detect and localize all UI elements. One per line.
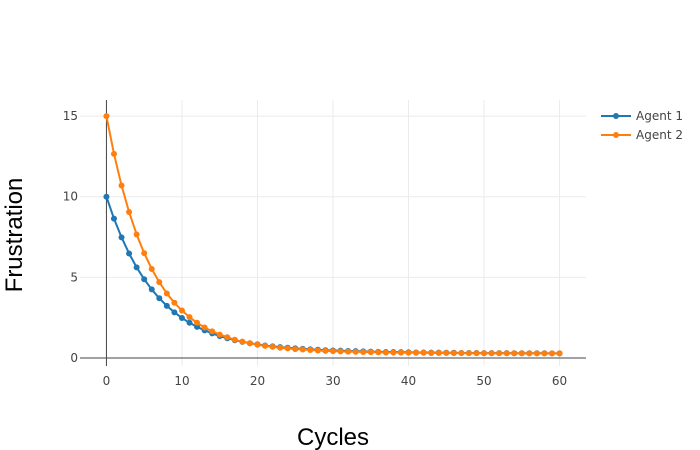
data-point: [171, 299, 178, 306]
legend-label: Agent 1: [636, 109, 683, 123]
data-point: [420, 349, 427, 356]
y-tick-label: 0: [70, 351, 78, 365]
data-point: [178, 314, 185, 321]
data-point: [428, 349, 435, 356]
data-point: [541, 350, 548, 357]
data-point: [254, 341, 261, 348]
data-point: [390, 349, 397, 356]
x-tick-label: 20: [250, 374, 265, 388]
x-tick-label: 40: [401, 374, 416, 388]
data-point: [262, 342, 269, 349]
data-point: [450, 350, 457, 357]
data-point: [171, 309, 178, 316]
data-point: [126, 209, 133, 216]
data-point: [284, 345, 291, 352]
data-point: [481, 350, 488, 357]
data-point: [299, 346, 306, 353]
data-point: [526, 350, 533, 357]
data-point: [397, 349, 404, 356]
data-point: [186, 319, 193, 326]
data-point: [126, 250, 133, 257]
x-tick-label: 0: [103, 374, 111, 388]
data-point: [511, 350, 518, 357]
data-point: [435, 349, 442, 356]
data-point: [292, 346, 299, 353]
data-point: [322, 347, 329, 354]
data-point: [488, 350, 495, 357]
data-point: [103, 113, 110, 120]
data-point: [224, 334, 231, 341]
data-point: [307, 347, 314, 354]
data-point: [413, 349, 420, 356]
legend: Agent 1 Agent 2: [601, 109, 683, 142]
legend-item: Agent 2: [601, 128, 683, 142]
x-tick-label: 10: [174, 374, 189, 388]
data-point: [382, 349, 389, 356]
data-point: [246, 340, 253, 347]
legend-item: Agent 1: [601, 109, 683, 123]
data-point: [194, 319, 201, 326]
data-point: [118, 182, 125, 189]
data-point: [148, 286, 155, 293]
data-point: [133, 264, 140, 271]
data-point: [110, 215, 117, 222]
data-point: [239, 338, 246, 345]
data-point: [496, 350, 503, 357]
data-point: [503, 350, 510, 357]
data-point: [209, 328, 216, 335]
data-point: [337, 348, 344, 355]
data-point: [133, 231, 140, 238]
data-point: [443, 349, 450, 356]
data-point: [405, 349, 412, 356]
data-point: [156, 295, 163, 302]
y-tick-label: 10: [63, 190, 78, 204]
x-tick-label: 60: [552, 374, 567, 388]
series-layer: [103, 113, 563, 357]
data-point: [277, 344, 284, 351]
data-point: [163, 302, 170, 309]
y-tick-label: 15: [63, 109, 78, 123]
data-point: [375, 349, 382, 356]
data-point: [148, 265, 155, 272]
data-point: [473, 350, 480, 357]
data-point: [163, 290, 170, 297]
data-point: [518, 350, 525, 357]
data-point: [345, 348, 352, 355]
data-point: [458, 350, 465, 357]
data-point: [269, 343, 276, 350]
data-point: [156, 279, 163, 286]
data-point: [352, 348, 359, 355]
tick-labels: 0 10 20 30 40 50 60 0 5 10 15: [63, 109, 567, 388]
y-tick-label: 5: [70, 270, 78, 284]
axes: [80, 100, 586, 366]
data-point: [556, 350, 563, 357]
data-point: [367, 349, 374, 356]
data-point: [178, 307, 185, 314]
data-point: [216, 331, 223, 338]
data-point: [330, 348, 336, 355]
y-axis-title: Frustration: [1, 178, 28, 293]
data-point: [103, 193, 110, 200]
data-point: [141, 250, 148, 257]
legend-label: Agent 2: [636, 128, 683, 142]
x-tick-label: 50: [476, 374, 491, 388]
data-point: [118, 234, 125, 241]
data-point: [141, 276, 148, 283]
data-point: [360, 348, 367, 355]
x-tick-label: 30: [325, 374, 340, 388]
data-point: [110, 150, 117, 157]
data-point: [533, 350, 540, 357]
series-2: [103, 113, 563, 357]
data-point: [549, 350, 556, 357]
x-axis-title: Cycles: [297, 424, 369, 450]
grid: [80, 100, 586, 366]
data-point: [231, 336, 238, 343]
data-point: [314, 347, 321, 354]
data-point: [201, 324, 208, 331]
legend-marker: [613, 132, 619, 138]
data-point: [465, 350, 472, 357]
legend-marker: [613, 113, 619, 119]
data-point: [186, 314, 193, 321]
